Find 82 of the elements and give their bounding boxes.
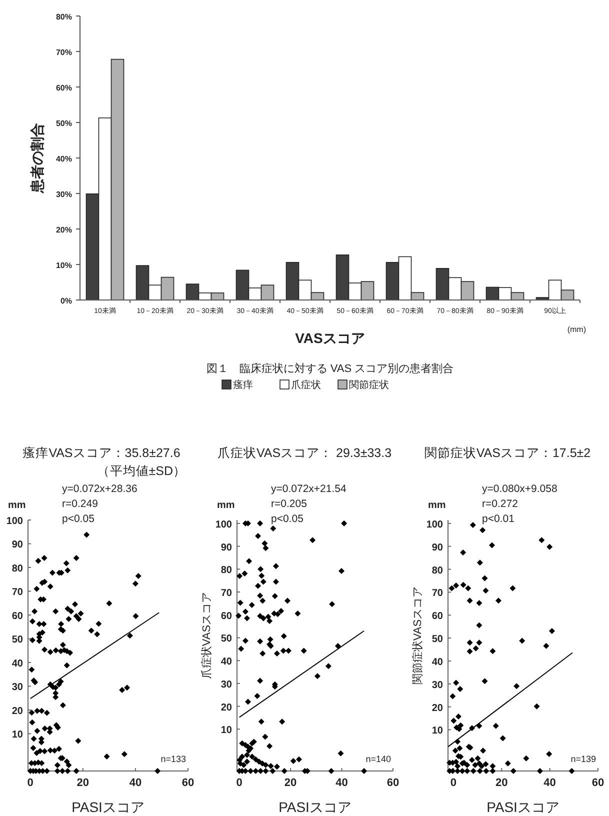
legend-label: 瘙痒 bbox=[233, 379, 253, 391]
y-tick-label: 20 bbox=[220, 702, 232, 714]
y-axis-title: 爪症状VASスコア bbox=[200, 592, 213, 680]
x-axis-title: PASIスコア bbox=[72, 799, 144, 815]
y-axis-title: 関節症状VASスコア bbox=[411, 586, 424, 685]
text: mm bbox=[428, 500, 446, 511]
y-tick-label: 80 bbox=[220, 565, 232, 576]
x-tick-label: 40 bbox=[544, 777, 556, 789]
y-tick-label: 20% bbox=[56, 226, 72, 234]
y-tick-label: 60 bbox=[220, 610, 232, 622]
x-tick-label: 40 bbox=[336, 777, 348, 789]
annotation: n=140 bbox=[366, 754, 391, 764]
y-tick-label: 30 bbox=[432, 680, 444, 691]
x-tick-label: 60 bbox=[182, 777, 194, 789]
annotation: n=133 bbox=[160, 754, 186, 764]
y-tick-label: 70 bbox=[220, 588, 232, 600]
x-tick-label: 40 bbox=[129, 777, 142, 789]
y-tick-label: 30 bbox=[220, 679, 232, 690]
text: r=0.272 bbox=[482, 498, 518, 510]
text: (mm) bbox=[567, 325, 586, 334]
chart-title: 爪症状VASスコア： 29.3±33.3 bbox=[217, 446, 392, 460]
annotation: n=139 bbox=[570, 754, 596, 764]
y-tick-label: 40 bbox=[432, 656, 444, 668]
text: r=0.205 bbox=[271, 498, 308, 510]
y-tick-label: 60% bbox=[56, 84, 72, 92]
text: 図１ 臨床症状に対する VAS スコア別の患者割合 bbox=[206, 362, 454, 375]
text: mm bbox=[217, 500, 235, 511]
y-tick-label: 80 bbox=[432, 565, 444, 576]
legend-label: 関節症状 bbox=[349, 379, 389, 391]
chart-subtitle: （平均値±SD） bbox=[96, 464, 186, 478]
legend-label: 爪症状 bbox=[291, 379, 321, 391]
annotation: p<0.01 bbox=[482, 513, 515, 525]
x-axis-title: PASIスコア bbox=[278, 799, 352, 815]
text: r=0.249 bbox=[62, 498, 98, 510]
x-axis-title: VASスコア bbox=[295, 330, 365, 346]
y-tick-label: 90 bbox=[432, 542, 444, 554]
x-tick-label: 20 bbox=[495, 777, 508, 789]
x-axis-title: PASIスコア bbox=[486, 799, 560, 815]
x-tick-label: 0 bbox=[450, 777, 456, 789]
y-tick-label: 0% bbox=[60, 296, 72, 306]
y-tick-label: 70 bbox=[432, 588, 444, 600]
x-tick-label: 60 bbox=[386, 777, 400, 789]
x-tick-label: 0 bbox=[236, 777, 242, 789]
x-tick-label: 20 bbox=[76, 777, 90, 789]
y-tick-label: 100 bbox=[6, 516, 24, 527]
y-tick-label: 50% bbox=[56, 119, 72, 128]
y-tick-label: 10 bbox=[220, 725, 232, 736]
text: y=0.072x+21.54 bbox=[271, 483, 346, 495]
y-tick-label: 40 bbox=[12, 658, 24, 670]
chart-title: 関節症状VASスコア：17.5±2 bbox=[424, 446, 591, 460]
y-tick-label: 20 bbox=[432, 702, 444, 714]
y-tick-label: 30% bbox=[56, 190, 72, 199]
y-tick-label: 30 bbox=[12, 682, 24, 694]
y-tick-label: 20 bbox=[12, 706, 24, 717]
y-tick-label: 70 bbox=[12, 587, 24, 598]
y-tick-label: 60 bbox=[432, 611, 444, 622]
y-tick-label: 90 bbox=[12, 540, 24, 551]
y-tick-label: 80 bbox=[12, 563, 24, 574]
y-tick-label: 40% bbox=[56, 154, 72, 164]
x-tick-label: 0 bbox=[27, 777, 34, 789]
chart-title: 瘙痒VASスコア：35.8±27.6 bbox=[22, 446, 180, 460]
text: mm bbox=[8, 500, 26, 511]
y-tick-label: 10% bbox=[56, 261, 72, 270]
y-tick-label: 60 bbox=[12, 610, 24, 622]
y-tick-label: 10 bbox=[12, 730, 24, 741]
text: y=0.080x+9.058 bbox=[482, 483, 558, 495]
y-tick-label: 100 bbox=[426, 519, 444, 530]
y-tick-label: 50 bbox=[220, 634, 232, 645]
text: y=0.072x+28.36 bbox=[62, 483, 138, 495]
y-tick-label: 90 bbox=[220, 542, 232, 554]
y-tick-label: 50 bbox=[432, 634, 444, 646]
x-tick-label: 20 bbox=[284, 777, 297, 789]
y-tick-label: 50 bbox=[12, 634, 24, 646]
annotation: p<0.05 bbox=[271, 513, 304, 525]
y-tick-label: 100 bbox=[215, 519, 232, 530]
annotation: p<0.05 bbox=[62, 513, 95, 525]
y-axis-title: 患者の割合 bbox=[29, 123, 45, 194]
x-tick-label: 60 bbox=[592, 777, 604, 789]
y-tick-label: 40 bbox=[220, 656, 232, 668]
y-tick-label: 80% bbox=[56, 12, 72, 22]
y-tick-label: 70% bbox=[56, 48, 72, 57]
y-tick-label: 10 bbox=[432, 726, 444, 737]
